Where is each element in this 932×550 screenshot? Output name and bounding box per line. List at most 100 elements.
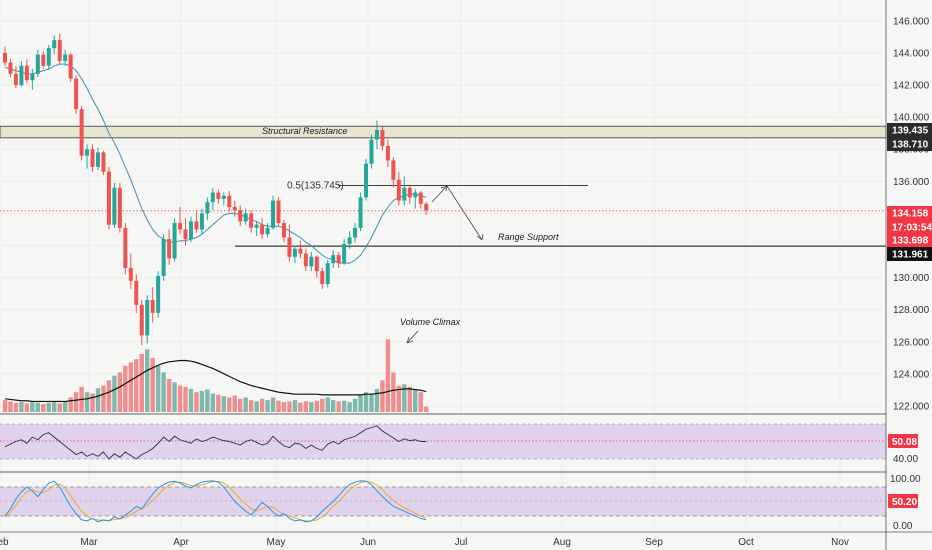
stoch-band xyxy=(0,487,886,516)
volume-bar xyxy=(369,393,374,412)
candle-body xyxy=(161,239,166,276)
candle-body xyxy=(41,54,46,66)
candles xyxy=(3,33,429,345)
volume-climax-label: Volume Climax xyxy=(400,317,461,327)
candle-body xyxy=(353,227,358,238)
price-tag-box xyxy=(887,233,932,247)
price-tick-label: 136.000 xyxy=(893,177,930,188)
volume-bar xyxy=(172,382,177,412)
time-tick-label: Nov xyxy=(831,537,849,548)
candle-body xyxy=(249,213,254,228)
volume-bar xyxy=(287,401,292,412)
volume-bar xyxy=(145,349,150,412)
rsi-value-label: 50.08 xyxy=(892,437,917,448)
volume-bar xyxy=(205,389,210,412)
volume-bar xyxy=(112,375,117,412)
price-tag-box xyxy=(887,137,932,151)
candle-body xyxy=(95,152,100,167)
volume-bar xyxy=(265,400,270,412)
volume-bar xyxy=(270,397,276,412)
candle-body xyxy=(221,195,226,199)
candle-body xyxy=(79,109,84,156)
volume-bar xyxy=(232,395,237,412)
volume-bar xyxy=(243,397,248,412)
candle-body xyxy=(418,192,423,204)
price-tick-label: 124.000 xyxy=(893,369,930,380)
time-tick-label: May xyxy=(267,537,286,548)
candle-body xyxy=(260,224,265,235)
candle-body xyxy=(331,255,336,264)
volume-bar xyxy=(254,401,259,412)
resistance-zone[interactable] xyxy=(0,125,887,139)
candle-body xyxy=(243,213,248,222)
volume-bar xyxy=(123,365,128,412)
price-tick-label: 144.000 xyxy=(893,48,930,59)
candle-body xyxy=(172,223,177,259)
candle-body xyxy=(199,213,204,230)
price-tag-label: 138.710 xyxy=(892,140,929,151)
forecast-arrow-down xyxy=(476,233,484,241)
candle-body xyxy=(320,271,325,285)
volume-bar xyxy=(199,390,205,412)
volume-bar xyxy=(90,393,95,412)
candle-body xyxy=(85,149,90,156)
candle-body xyxy=(30,73,35,81)
volume-bar xyxy=(188,388,194,412)
time-tick-label: Apr xyxy=(173,537,189,548)
candle-body xyxy=(46,48,51,66)
volume-bar xyxy=(62,401,68,412)
stoch-axis-label-bottom: 0.00 xyxy=(893,521,913,532)
volume-bar xyxy=(374,388,380,412)
volume-bar xyxy=(309,402,314,412)
candle-body xyxy=(424,203,429,211)
candle-body xyxy=(63,54,68,61)
volume-climax-arrow xyxy=(406,330,419,344)
candle-body xyxy=(112,187,117,225)
time-tick-label: Jun xyxy=(360,537,376,548)
candle-body xyxy=(232,207,237,211)
time-tick-label: Feb xyxy=(0,537,9,548)
volume-bar xyxy=(358,395,363,412)
range-support-label: Range Support xyxy=(498,232,559,242)
candle-body xyxy=(19,65,24,86)
candle-body xyxy=(303,253,308,267)
volume-bar xyxy=(238,398,243,412)
candle-body xyxy=(139,304,144,336)
candle-body xyxy=(106,171,111,225)
volume-bar xyxy=(407,386,412,412)
volume-bar xyxy=(30,402,35,412)
candle-body xyxy=(216,192,221,199)
rsi-value-tag xyxy=(888,434,918,448)
volume-bar xyxy=(166,379,172,412)
price-tick-label: 146.000 xyxy=(893,16,930,27)
volume-bar xyxy=(391,372,396,412)
candle-body xyxy=(281,223,286,238)
volume-bar xyxy=(341,400,347,412)
candle-body xyxy=(24,65,29,81)
candle-body xyxy=(150,300,155,313)
volume-bar xyxy=(325,397,330,412)
volume-bar xyxy=(41,404,46,412)
candle-body xyxy=(271,200,276,228)
time-tick-label: Sep xyxy=(645,537,663,548)
time-tick-label: Jul xyxy=(455,537,468,548)
rsi-line xyxy=(4,425,427,460)
volume-bar xyxy=(216,394,221,412)
price-tag-box xyxy=(887,220,932,234)
volume-bar xyxy=(13,402,19,412)
volume-bar xyxy=(134,359,139,412)
volume-bar xyxy=(418,392,423,412)
candle-body xyxy=(325,263,330,285)
volume-bar xyxy=(385,339,391,412)
candle-body xyxy=(292,248,297,257)
volume-bar xyxy=(210,393,216,412)
candle-body xyxy=(314,256,319,272)
time-axis[interactable]: Feb Mar Apr May Jun Jul Aug Sep Oct Nov xyxy=(0,537,849,548)
volume-ma-line xyxy=(4,359,427,403)
price-tick-label: 140.000 xyxy=(893,113,930,124)
candle-body xyxy=(52,40,57,49)
candle-body xyxy=(380,129,385,147)
price-tick-label: 126.000 xyxy=(893,337,930,348)
volume-bars xyxy=(2,339,429,412)
